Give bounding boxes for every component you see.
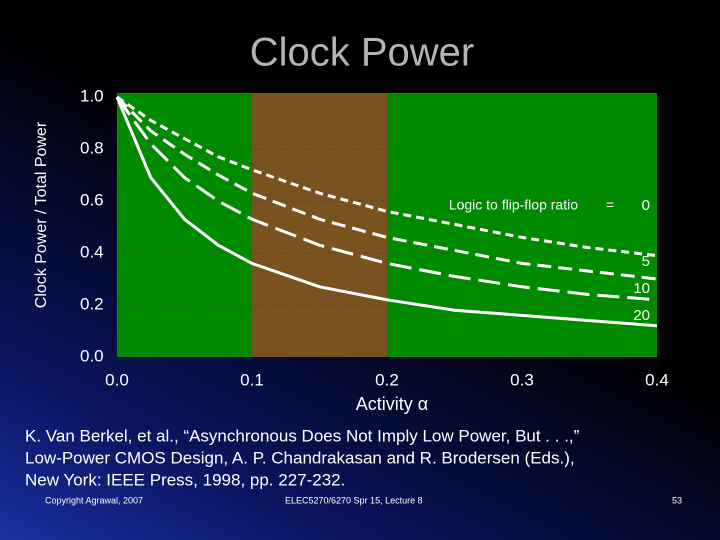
x-tick-label: 0.2 xyxy=(375,370,399,389)
series-label: 0 xyxy=(642,197,650,214)
slide-title: Clock Power xyxy=(250,31,475,75)
footer-left: Copyright Agrawal, 2007 xyxy=(45,495,143,505)
x-tick-label: 0.1 xyxy=(240,370,264,389)
y-tick-label: 0.8 xyxy=(80,138,104,157)
x-tick-label: 0.0 xyxy=(105,370,129,389)
series-line xyxy=(116,95,658,258)
series-line xyxy=(115,95,658,281)
citation-line: K. Van Berkel, et al., “Asynchronous Doe… xyxy=(25,426,580,445)
series-label: 10 xyxy=(633,280,650,297)
y-tick-label: 0.6 xyxy=(80,190,104,209)
series-label: 20 xyxy=(633,307,650,324)
y-tick-label: 0.2 xyxy=(80,294,104,313)
page-number: 53 xyxy=(672,495,682,505)
y-axis-label: Clock Power / Total Power xyxy=(33,121,50,308)
y-tick-label: 0.4 xyxy=(80,242,104,261)
citation-line: New York: IEEE Press, 1998, pp. 227-232. xyxy=(25,470,345,489)
x-tick-label: 0.4 xyxy=(645,370,669,389)
citation-line: Low-Power CMOS Design, A. P. Chandrakasa… xyxy=(25,448,575,467)
series-line xyxy=(115,96,658,302)
shaded-region xyxy=(252,93,387,357)
y-tick-label: 1.0 xyxy=(80,86,104,105)
footer-center: ELEC5270/6270 Spr 15, Lecture 8 xyxy=(285,495,423,505)
series-line xyxy=(115,96,658,328)
series-label: 5 xyxy=(642,253,650,270)
x-axis-label: Activity α xyxy=(356,394,428,414)
plot: 0.0 0.2 0.4 0.6 0.8 1.0 0.0 0.1 0.2 0.3 0.4 0 5 10 20 L… xyxy=(80,86,669,389)
legend-separator: = xyxy=(606,197,614,213)
legend-title: Logic to flip-flop ratio xyxy=(449,197,578,213)
y-tick-label: 0.0 xyxy=(80,346,104,365)
x-tick-label: 0.3 xyxy=(510,370,534,389)
